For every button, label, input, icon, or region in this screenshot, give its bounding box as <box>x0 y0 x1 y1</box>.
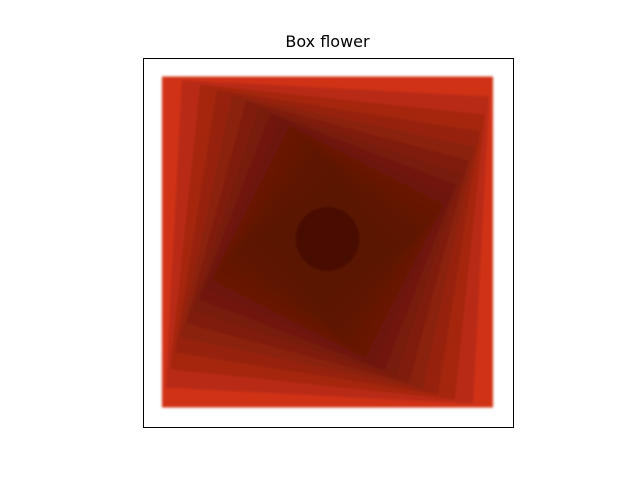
axes-frame <box>143 58 514 428</box>
flower-center <box>295 207 360 271</box>
chart-title: Box flower <box>285 32 370 51</box>
flower-squares <box>162 76 493 408</box>
